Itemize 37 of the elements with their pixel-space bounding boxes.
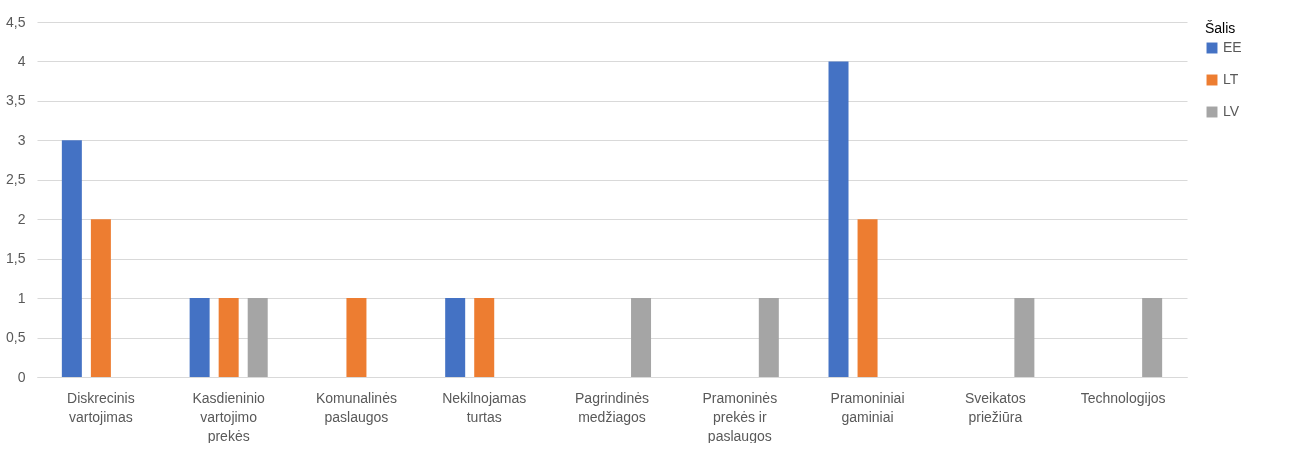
x-tick-label: Sveikatos priežiūra	[964, 389, 1026, 425]
x-tick-label: Pramoniniai gaminiai	[830, 389, 905, 425]
bar	[189, 298, 210, 377]
x-tick-label: Kasdieninio vartojimo prekės	[192, 389, 266, 444]
y-tick-label: 0,5	[6, 329, 26, 346]
y-tick-label: 3	[17, 131, 26, 148]
legend-label: EE	[1223, 39, 1242, 55]
x-tick-label: Pramoninės prekės ir paslaugos	[702, 389, 778, 444]
legend-title: Šalis	[1205, 20, 1236, 36]
x-tick-label: Nekilnojamas turtas	[442, 389, 527, 425]
bar	[90, 219, 111, 377]
bar	[1142, 298, 1163, 377]
y-tick-label: 1,5	[6, 250, 26, 267]
y-tick-label: 2	[17, 210, 26, 227]
y-tick-label: 1	[17, 289, 26, 306]
bar	[631, 298, 652, 377]
legend-label: LT	[1223, 71, 1239, 87]
x-tick-label: Komunalinės paslaugos	[315, 389, 397, 425]
bar	[1014, 298, 1035, 377]
bar	[445, 298, 466, 377]
bar	[247, 298, 268, 377]
bar	[828, 61, 849, 377]
bar	[61, 140, 82, 377]
y-tick-label: 0	[17, 368, 26, 385]
bar	[758, 298, 779, 377]
x-tick-label: Pagrindinės medžiagos	[575, 389, 649, 425]
bar	[346, 298, 367, 377]
x-tick-label: Technologijos	[1080, 389, 1166, 406]
y-tick-label: 4	[17, 52, 26, 69]
bar	[474, 298, 495, 377]
bar	[857, 219, 878, 377]
legend-label: LV	[1223, 103, 1240, 119]
y-tick-label: 3,5	[6, 92, 26, 109]
bar	[218, 298, 239, 377]
y-tick-label: 4,5	[6, 13, 26, 30]
y-tick-label: 2,5	[6, 171, 26, 188]
x-tick-label: Diskrecinis vartojimas	[67, 389, 135, 425]
